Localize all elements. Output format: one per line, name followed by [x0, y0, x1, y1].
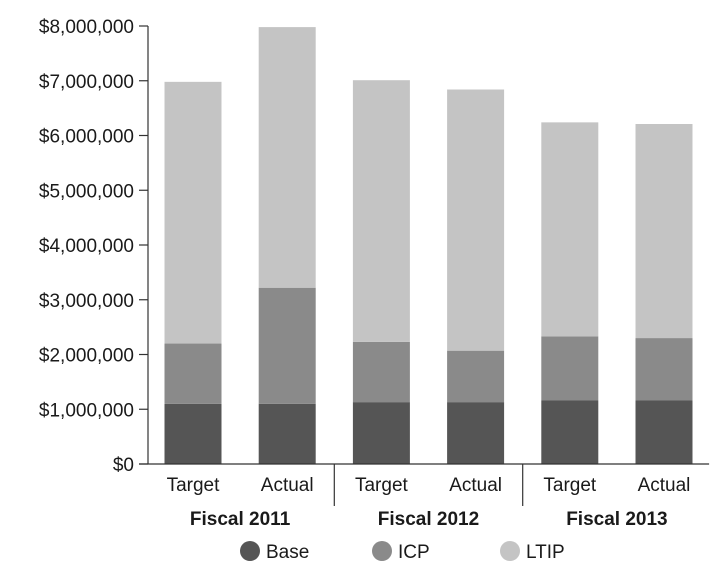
y-tick-label: $3,000,000	[39, 291, 134, 312]
bar-base-1	[164, 403, 222, 464]
bar-ltip-6	[635, 124, 693, 339]
y-tick-label: $7,000,000	[39, 72, 134, 93]
x-group-label: Fiscal 2013	[566, 509, 667, 530]
bar-icp-3	[352, 341, 410, 403]
y-tick-label: $6,000,000	[39, 127, 134, 148]
legend-swatch-icp	[372, 541, 392, 561]
bar-icp-4	[447, 350, 505, 403]
bar-icp-2	[258, 287, 316, 404]
axes-layer	[139, 25, 710, 506]
bar-ltip-5	[541, 122, 599, 337]
bar-ltip-1	[164, 81, 222, 344]
legend-label-icp: ICP	[398, 542, 430, 563]
labels-layer: $0 $1,000,000 $2,000,000 $3,000,000 $4,000,0…	[39, 17, 691, 530]
bar-base-3	[352, 402, 410, 464]
bar-base-5	[541, 400, 599, 464]
bar-ltip-4	[447, 89, 505, 351]
x-category-label: Target	[355, 475, 409, 496]
x-category-label: Actual	[449, 475, 502, 496]
bar-ltip-3	[352, 80, 410, 342]
bar-base-2	[258, 403, 316, 464]
bar-base-6	[635, 400, 693, 464]
x-group-label: Fiscal 2011	[190, 509, 291, 530]
bar-icp-6	[635, 338, 693, 401]
y-tick-label: $1,000,000	[39, 400, 134, 421]
y-tick-label: $4,000,000	[39, 236, 134, 257]
bar-ltip-2	[258, 27, 316, 288]
legend-swatch-base	[240, 541, 260, 561]
x-category-label: Actual	[261, 475, 314, 496]
bar-base-4	[447, 402, 505, 464]
y-tick-label: $8,000,000	[39, 17, 134, 38]
y-tick-label: $0	[113, 455, 134, 476]
y-tick-label: $5,000,000	[39, 181, 134, 202]
legend-label-base: Base	[266, 542, 309, 563]
legend-label-ltip: LTIP	[526, 542, 565, 563]
bars-layer	[164, 27, 693, 464]
legend: Base ICP LTIP	[240, 541, 565, 563]
x-group-label: Fiscal 2012	[378, 509, 479, 530]
x-category-label: Target	[167, 475, 221, 496]
legend-swatch-ltip	[500, 541, 520, 561]
x-category-label: Target	[543, 475, 597, 496]
x-category-label: Actual	[638, 475, 691, 496]
y-tick-label: $2,000,000	[39, 346, 134, 367]
bar-icp-5	[541, 336, 599, 401]
bar-icp-1	[164, 343, 222, 404]
